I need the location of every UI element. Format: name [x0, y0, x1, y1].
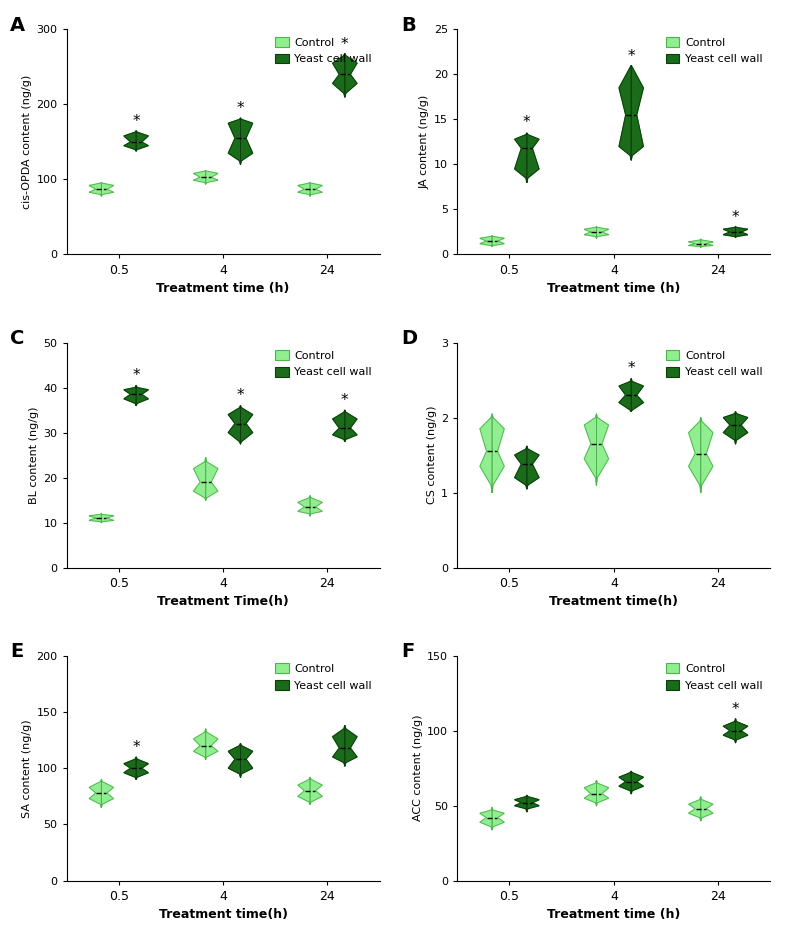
Legend: Control, Yeast cell wall: Control, Yeast cell wall — [663, 661, 765, 693]
Text: A: A — [10, 16, 25, 35]
Legend: Control, Yeast cell wall: Control, Yeast cell wall — [273, 348, 374, 380]
Text: *: * — [341, 393, 349, 408]
Polygon shape — [124, 130, 148, 151]
Polygon shape — [194, 171, 218, 184]
Text: *: * — [237, 101, 244, 116]
Polygon shape — [689, 796, 713, 821]
Polygon shape — [333, 410, 357, 442]
Text: C: C — [10, 329, 24, 348]
Text: D: D — [401, 329, 417, 348]
Text: *: * — [237, 388, 244, 403]
X-axis label: Treatment time (h): Treatment time (h) — [157, 282, 290, 295]
Polygon shape — [723, 719, 748, 743]
Text: E: E — [10, 643, 24, 661]
Polygon shape — [619, 66, 643, 160]
Polygon shape — [228, 744, 253, 778]
Text: *: * — [732, 703, 739, 718]
Polygon shape — [480, 414, 504, 492]
Polygon shape — [723, 412, 748, 444]
Polygon shape — [619, 379, 644, 412]
Y-axis label: ACC content (ng/g): ACC content (ng/g) — [413, 715, 423, 822]
Polygon shape — [480, 235, 504, 247]
Polygon shape — [89, 183, 113, 196]
Polygon shape — [228, 118, 253, 164]
Y-axis label: SA content (ng/g): SA content (ng/g) — [22, 719, 32, 818]
X-axis label: Treatment time(h): Treatment time(h) — [159, 908, 287, 921]
Polygon shape — [298, 778, 322, 804]
Legend: Control, Yeast cell wall: Control, Yeast cell wall — [273, 35, 374, 67]
Polygon shape — [515, 795, 539, 811]
Polygon shape — [584, 414, 608, 485]
Legend: Control, Yeast cell wall: Control, Yeast cell wall — [663, 35, 765, 67]
Polygon shape — [89, 514, 113, 522]
Polygon shape — [298, 495, 322, 516]
X-axis label: Treatment Time(h): Treatment Time(h) — [157, 596, 289, 608]
Polygon shape — [689, 417, 713, 492]
Polygon shape — [194, 458, 218, 500]
Legend: Control, Yeast cell wall: Control, Yeast cell wall — [663, 348, 765, 380]
Text: *: * — [132, 740, 140, 755]
Text: *: * — [732, 210, 739, 225]
Y-axis label: CS content (ng/g): CS content (ng/g) — [427, 406, 437, 505]
Text: B: B — [401, 16, 416, 35]
Y-axis label: JA content (ng/g): JA content (ng/g) — [420, 95, 430, 189]
Polygon shape — [515, 133, 539, 183]
Polygon shape — [619, 771, 643, 794]
Text: F: F — [401, 643, 414, 661]
Y-axis label: cis-OPDA content (ng/g): cis-OPDA content (ng/g) — [22, 75, 32, 209]
Polygon shape — [124, 757, 148, 779]
Polygon shape — [333, 725, 357, 766]
Polygon shape — [689, 239, 713, 248]
X-axis label: Treatment time (h): Treatment time (h) — [547, 282, 681, 295]
Text: *: * — [523, 115, 530, 130]
Polygon shape — [228, 405, 253, 444]
Polygon shape — [124, 386, 148, 405]
Polygon shape — [723, 227, 748, 237]
Polygon shape — [194, 729, 218, 759]
Polygon shape — [584, 227, 608, 238]
Polygon shape — [89, 779, 113, 808]
X-axis label: Treatment time (h): Treatment time (h) — [547, 908, 681, 921]
Text: *: * — [627, 49, 635, 64]
Polygon shape — [584, 780, 608, 806]
Polygon shape — [480, 808, 504, 830]
Text: *: * — [132, 114, 140, 129]
Polygon shape — [298, 183, 322, 196]
Y-axis label: BL content (ng/g): BL content (ng/g) — [29, 406, 39, 504]
Legend: Control, Yeast cell wall: Control, Yeast cell wall — [273, 661, 374, 693]
Text: *: * — [132, 368, 140, 383]
Polygon shape — [515, 446, 539, 489]
Text: *: * — [341, 37, 349, 52]
Text: *: * — [627, 361, 635, 376]
X-axis label: Treatment time(h): Treatment time(h) — [549, 596, 678, 608]
Polygon shape — [333, 53, 357, 97]
